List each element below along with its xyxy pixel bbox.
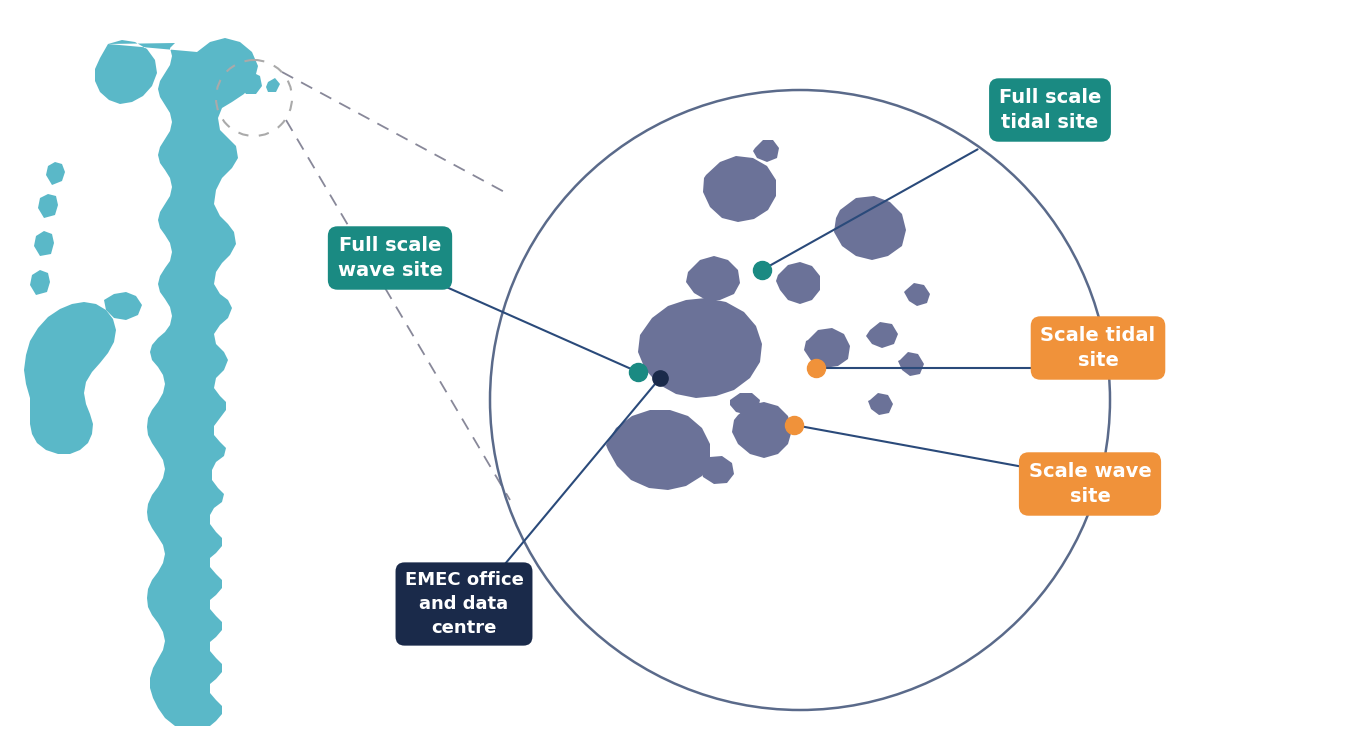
Polygon shape <box>95 38 258 726</box>
Text: Scale wave
site: Scale wave site <box>1029 462 1152 506</box>
Polygon shape <box>266 78 279 92</box>
Text: EMEC office
and data
centre: EMEC office and data centre <box>405 572 524 637</box>
Text: Full scale
wave site: Full scale wave site <box>338 236 443 280</box>
Polygon shape <box>753 140 779 162</box>
Polygon shape <box>732 402 792 458</box>
Polygon shape <box>865 322 898 348</box>
Polygon shape <box>606 410 710 490</box>
Polygon shape <box>240 72 262 94</box>
Polygon shape <box>703 156 776 222</box>
Polygon shape <box>834 196 906 260</box>
Polygon shape <box>24 302 116 454</box>
Polygon shape <box>730 393 760 415</box>
Polygon shape <box>701 456 734 484</box>
Polygon shape <box>686 256 740 300</box>
Polygon shape <box>30 270 50 295</box>
Polygon shape <box>898 352 923 376</box>
Text: Scale tidal
site: Scale tidal site <box>1041 326 1156 370</box>
Polygon shape <box>904 283 930 306</box>
Polygon shape <box>34 231 54 256</box>
Text: Full scale
tidal site: Full scale tidal site <box>999 88 1102 132</box>
Polygon shape <box>104 292 142 320</box>
Polygon shape <box>868 393 892 415</box>
Polygon shape <box>776 262 819 304</box>
Polygon shape <box>639 298 761 398</box>
Polygon shape <box>38 194 58 218</box>
Polygon shape <box>46 162 65 185</box>
Polygon shape <box>805 328 850 368</box>
